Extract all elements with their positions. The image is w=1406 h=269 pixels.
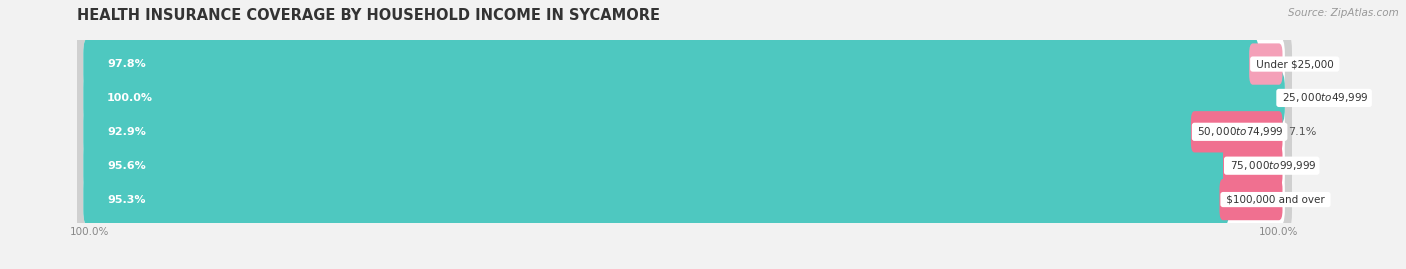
Text: $75,000 to $99,999: $75,000 to $99,999 — [1226, 159, 1317, 172]
Text: 0.0%: 0.0% — [1288, 93, 1316, 103]
FancyBboxPatch shape — [76, 93, 1292, 171]
Text: 4.4%: 4.4% — [1288, 161, 1317, 171]
FancyBboxPatch shape — [83, 138, 1285, 193]
FancyBboxPatch shape — [83, 138, 1233, 193]
FancyBboxPatch shape — [83, 172, 1285, 227]
Text: $100,000 and over: $100,000 and over — [1223, 194, 1329, 204]
FancyBboxPatch shape — [83, 104, 1201, 159]
Text: 2.2%: 2.2% — [1288, 59, 1317, 69]
FancyBboxPatch shape — [76, 127, 1292, 205]
Legend: With Coverage, Without Coverage: With Coverage, Without Coverage — [565, 264, 827, 269]
Text: 92.9%: 92.9% — [107, 127, 146, 137]
FancyBboxPatch shape — [83, 37, 1285, 91]
FancyBboxPatch shape — [76, 161, 1292, 239]
Text: 100.0%: 100.0% — [107, 93, 153, 103]
Text: Under $25,000: Under $25,000 — [1253, 59, 1337, 69]
Text: $50,000 to $74,999: $50,000 to $74,999 — [1195, 125, 1285, 138]
FancyBboxPatch shape — [83, 104, 1285, 159]
Text: HEALTH INSURANCE COVERAGE BY HOUSEHOLD INCOME IN SYCAMORE: HEALTH INSURANCE COVERAGE BY HOUSEHOLD I… — [77, 8, 661, 23]
FancyBboxPatch shape — [1219, 179, 1282, 220]
FancyBboxPatch shape — [1223, 145, 1282, 186]
FancyBboxPatch shape — [83, 70, 1285, 125]
FancyBboxPatch shape — [1249, 43, 1282, 85]
FancyBboxPatch shape — [83, 37, 1258, 91]
Text: 95.3%: 95.3% — [107, 194, 146, 204]
FancyBboxPatch shape — [76, 25, 1292, 103]
Text: 97.8%: 97.8% — [107, 59, 146, 69]
Text: 7.1%: 7.1% — [1288, 127, 1317, 137]
FancyBboxPatch shape — [83, 172, 1229, 227]
FancyBboxPatch shape — [83, 70, 1285, 125]
FancyBboxPatch shape — [1191, 111, 1282, 153]
Text: 95.6%: 95.6% — [107, 161, 146, 171]
FancyBboxPatch shape — [76, 59, 1292, 137]
Text: $25,000 to $49,999: $25,000 to $49,999 — [1279, 91, 1369, 104]
Text: 4.7%: 4.7% — [1288, 194, 1317, 204]
Text: Source: ZipAtlas.com: Source: ZipAtlas.com — [1288, 8, 1399, 18]
